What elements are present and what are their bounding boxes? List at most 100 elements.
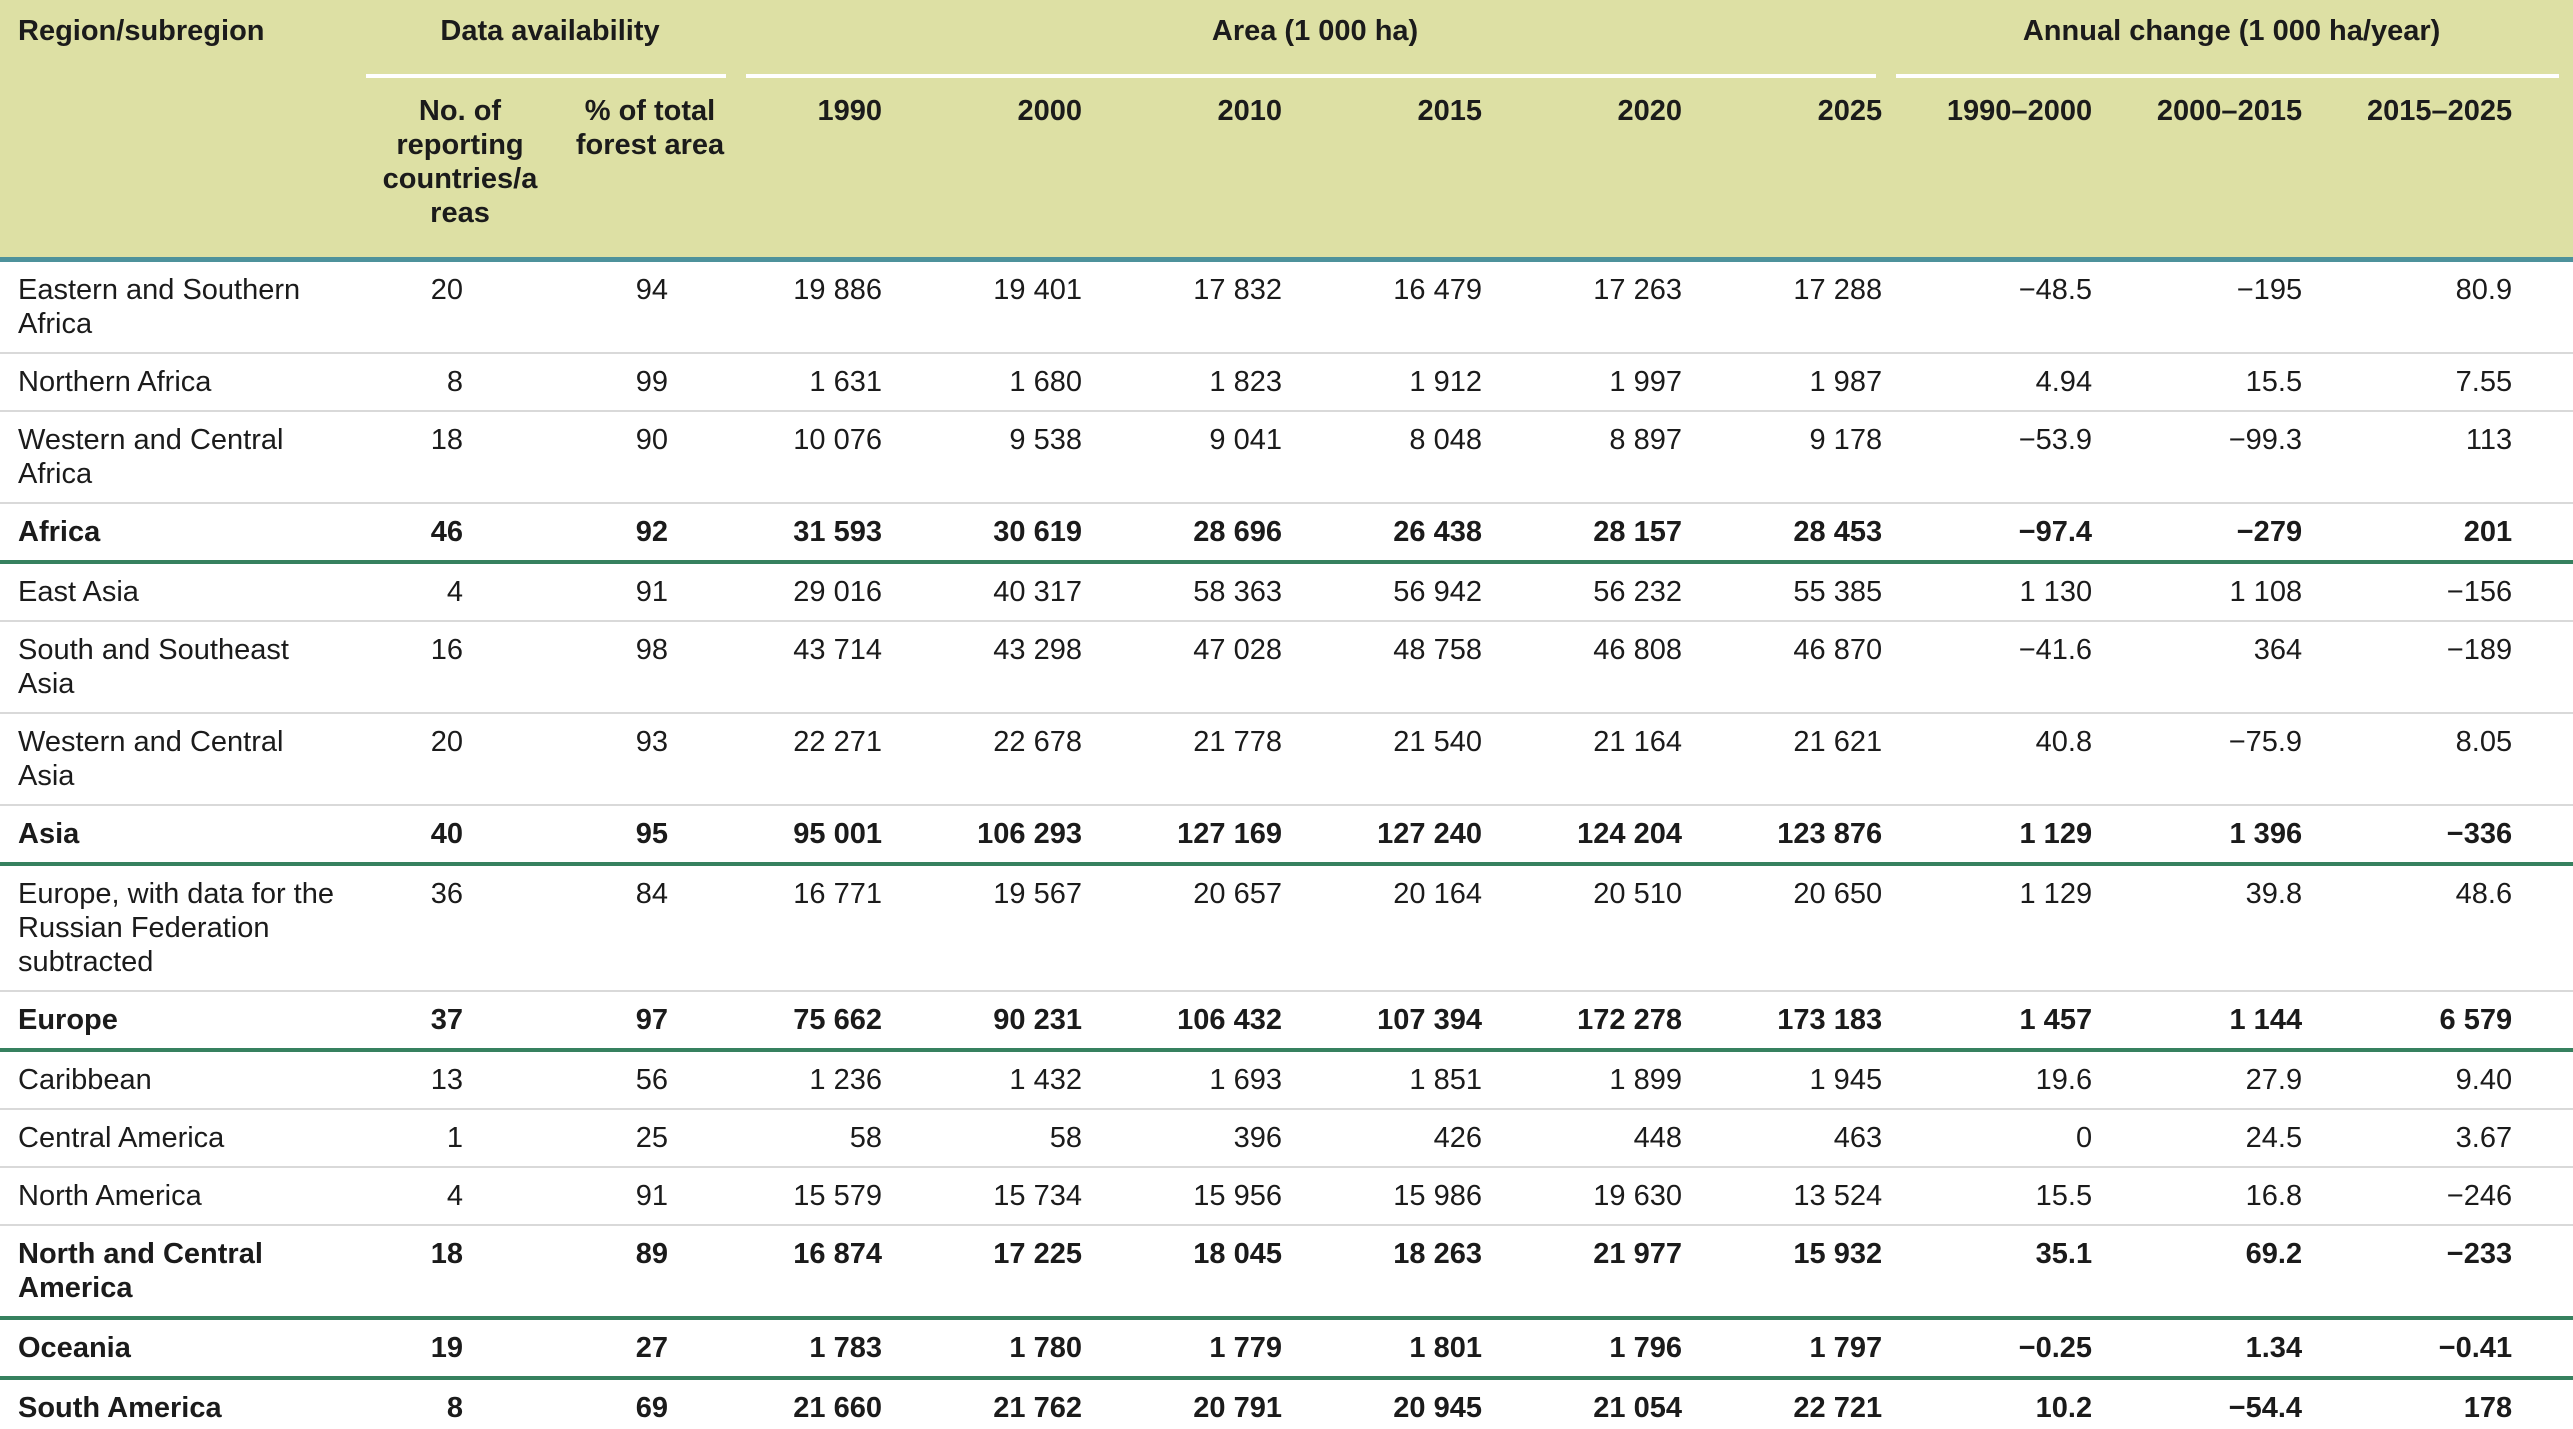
value-cell: 15 986 (1290, 1166, 1490, 1225)
value-cell: 48.6 (2455, 878, 2513, 910)
value-cell: −48.5 (2018, 274, 2093, 306)
value-cell: 43 714 (740, 620, 890, 713)
header-divider-rule (366, 74, 726, 78)
value-cell: 1 899 (1609, 1064, 1682, 1096)
value-cell: 9.40 (2455, 1064, 2513, 1096)
value-cell: 396 (1090, 1108, 1290, 1167)
column-header-2000-2015: 2000–2015 (2100, 78, 2311, 262)
value-cell: 47 028 (1090, 620, 1290, 713)
region-name-cell: Western and Central Africa (0, 410, 360, 503)
value-cell: 4 (446, 576, 463, 608)
value-cell: −0.41 (2310, 1318, 2573, 1380)
value-cell: 46 808 (1490, 620, 1690, 713)
value-cell: 28 696 (1090, 502, 1290, 564)
header-divider-rule (746, 74, 1877, 78)
value-cell: 463 (1690, 1108, 1891, 1167)
value-cell: 106 293 (890, 804, 1090, 866)
value-cell: 1 129 (1890, 804, 2101, 866)
value-cell: 36 (430, 878, 463, 910)
table-row: Europe 37 97 75 662 90 231 106 432 107 3… (0, 990, 2573, 1052)
value-cell: 93 (560, 712, 740, 805)
value-cell: 97 (560, 990, 740, 1052)
value-cell: 21 778 (1090, 712, 1290, 805)
region-name-cell: South America (0, 1378, 360, 1429)
value-cell: 56 942 (1393, 576, 1482, 608)
value-cell: 8 048 (1290, 410, 1490, 503)
value-cell: 24.5 (2100, 1108, 2311, 1167)
value-cell: 124 204 (1490, 804, 1690, 866)
table-row: Western and Central Africa 18 90 10 076 … (0, 410, 2573, 503)
column-header-1990-2000: 1990–2000 (1890, 78, 2101, 262)
value-cell: 1 779 (1090, 1318, 1290, 1380)
value-cell: 15 932 (1690, 1224, 1891, 1320)
value-cell: 1 797 (1690, 1318, 1891, 1380)
value-cell: 9 178 (1690, 410, 1891, 503)
table-row: East Asia 4 91 29 016 40 317 58 363 56 9… (0, 562, 2573, 621)
value-cell: 19 630 (1490, 1166, 1690, 1225)
value-cell: 20 164 (1393, 878, 1482, 910)
table-header: Region/subregion Data availability Area … (0, 0, 2573, 262)
value-cell: 40 317 (993, 576, 1082, 608)
value-cell: 15 734 (890, 1166, 1090, 1225)
value-cell: 17 288 (1793, 274, 1883, 306)
table-row: South and Southeast Asia 16 98 43 714 43… (0, 620, 2573, 713)
value-cell: 8 897 (1490, 410, 1690, 503)
column-header-2015-2025: 2015–2025 (2310, 78, 2573, 262)
table-row: Northern Africa 8 99 1 631 1 680 1 823 1… (0, 352, 2573, 411)
value-cell: 448 (1490, 1108, 1690, 1167)
value-cell: 9 538 (890, 410, 1090, 503)
value-cell: −97.4 (1890, 502, 2101, 564)
region-name-cell: Central America (0, 1108, 360, 1167)
value-cell: 27 (560, 1318, 740, 1380)
group-header-data-availability: Data availability (360, 0, 740, 78)
value-cell: 27.9 (2245, 1064, 2303, 1096)
region-name-cell: Caribbean (18, 1064, 152, 1096)
value-cell: 19 886 (793, 274, 882, 306)
value-cell: 94 (635, 274, 668, 306)
value-cell: 20 (430, 274, 463, 306)
value-cell: 95 001 (740, 804, 890, 866)
value-cell: 19 567 (993, 878, 1082, 910)
value-cell: 46 870 (1690, 620, 1891, 713)
value-cell: 173 183 (1690, 990, 1891, 1052)
value-cell: 18 (360, 410, 560, 503)
value-cell: 1 851 (1409, 1064, 1482, 1096)
column-header-2010: 2010 (1090, 78, 1290, 262)
value-cell: 1 (360, 1108, 560, 1167)
value-cell: 20 657 (1193, 878, 1282, 910)
value-cell: 21 762 (890, 1378, 1090, 1429)
value-cell: 37 (360, 990, 560, 1052)
value-cell: −0.25 (1890, 1318, 2101, 1380)
value-cell: 9 041 (1090, 410, 1290, 503)
value-cell: 8.05 (2310, 712, 2573, 805)
value-cell: 1 236 (809, 1064, 882, 1096)
value-cell: 22 721 (1690, 1378, 1891, 1429)
value-cell: 1.34 (2100, 1318, 2311, 1380)
group-header-label: Data availability (440, 15, 660, 47)
value-cell: 30 619 (890, 502, 1090, 564)
value-cell: 1 693 (1209, 1064, 1282, 1096)
value-cell: 13 (430, 1064, 463, 1096)
value-cell: −195 (2236, 274, 2303, 306)
value-cell: 28 453 (1690, 502, 1891, 564)
value-cell: 22 271 (740, 712, 890, 805)
value-cell: 1 780 (890, 1318, 1090, 1380)
value-cell: 22 678 (890, 712, 1090, 805)
value-cell: 16 (360, 620, 560, 713)
region-name-cell: East Asia (18, 576, 139, 608)
value-cell: 1 130 (2019, 576, 2093, 608)
value-cell: 19 (360, 1318, 560, 1380)
value-cell: 1 108 (2229, 576, 2303, 608)
value-cell: 91 (635, 576, 668, 608)
region-name-cell: Northern Africa (0, 352, 360, 411)
table-row: Western and Central Asia 20 93 22 271 22… (0, 712, 2573, 805)
table-row: Asia 40 95 95 001 106 293 127 169 127 24… (0, 804, 2573, 866)
column-header-2020: 2020 (1490, 78, 1690, 262)
column-header-2015: 2015 (1290, 78, 1490, 262)
value-cell: −279 (2100, 502, 2311, 564)
region-name-cell: North and Central America (0, 1224, 360, 1320)
table-body: Eastern and Southern Africa 20 94 19 886… (0, 260, 2573, 1429)
value-cell: 26 438 (1290, 502, 1490, 564)
value-cell: 55 385 (1793, 576, 1883, 608)
